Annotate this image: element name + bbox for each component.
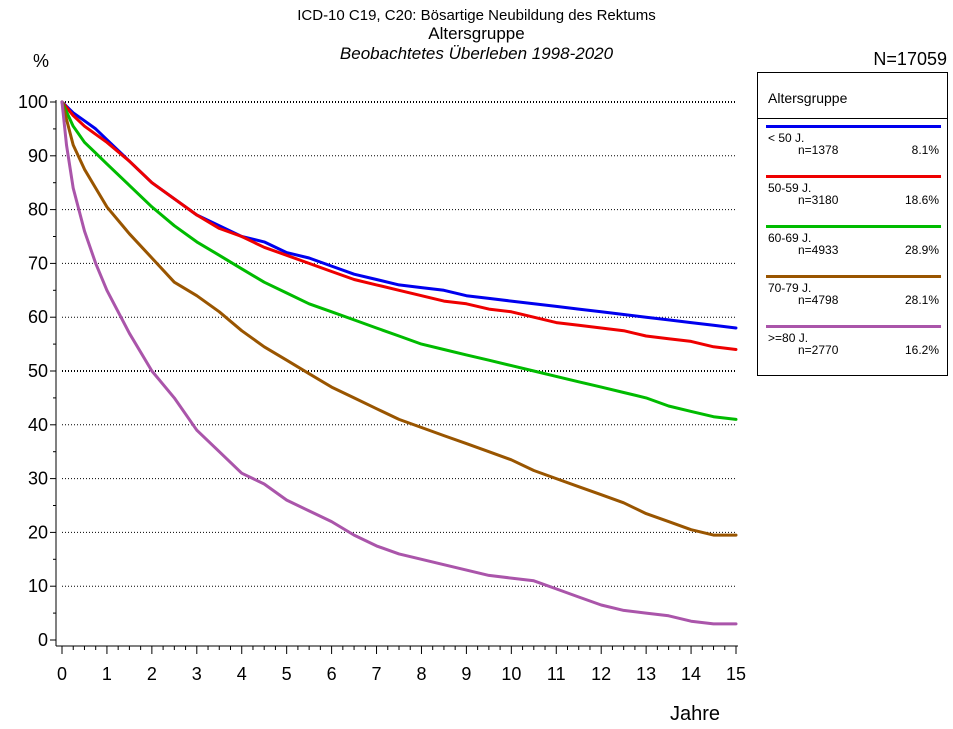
x-tick-label: 7 xyxy=(372,664,382,684)
x-tick-label: 2 xyxy=(147,664,157,684)
legend-entry-percent: 28.1% xyxy=(904,293,939,307)
legend-entry-count: n=3180 xyxy=(798,193,839,207)
legend-entry-percent: 18.6% xyxy=(904,193,939,207)
legend-entry-count: n=2770 xyxy=(798,343,839,357)
legend-swatch xyxy=(766,275,941,278)
y-tick-label: 40 xyxy=(28,415,48,435)
series-line-1 xyxy=(60,100,738,351)
y-axis-label: % xyxy=(33,51,50,71)
legend: Altersgruppe < 50 J. n=1378 8.1% 50-59 J… xyxy=(757,72,948,376)
legend-entry-percent: 8.1% xyxy=(911,143,939,157)
legend-swatch xyxy=(766,125,941,128)
x-tick-label: 5 xyxy=(282,664,292,684)
legend-entry-name: 60-69 J. xyxy=(768,231,812,245)
y-tick-label: 70 xyxy=(28,253,48,273)
x-tick-label: 4 xyxy=(237,664,247,684)
legend-entry-80-plus: >=80 J. n=2770 16.2% xyxy=(758,325,947,375)
y-tick-label: 50 xyxy=(28,361,48,381)
legend-entry-under-50: < 50 J. n=1378 8.1% xyxy=(758,125,947,175)
x-tick-label: 15 xyxy=(726,664,746,684)
legend-entry-count: n=4798 xyxy=(798,293,839,307)
x-tick-label: 3 xyxy=(192,664,202,684)
y-tick-label: 0 xyxy=(38,630,48,650)
x-tick-label: 11 xyxy=(547,664,566,684)
legend-swatch xyxy=(766,325,941,328)
x-tick-label: 1 xyxy=(102,664,112,684)
legend-entry-count: n=1378 xyxy=(798,143,839,157)
legend-entry-50-59: 50-59 J. n=3180 18.6% xyxy=(758,175,947,225)
y-tick-label: 10 xyxy=(28,576,48,596)
y-tick-label: 100 xyxy=(18,92,48,112)
legend-entry-name: >=80 J. xyxy=(768,331,809,345)
x-tick-label: 13 xyxy=(636,664,656,684)
x-tick-label: 9 xyxy=(461,664,471,684)
legend-entry-percent: 16.2% xyxy=(904,343,939,357)
series-line-2 xyxy=(60,100,738,421)
x-tick-label: 6 xyxy=(327,664,337,684)
chart-title-line1: ICD-10 C19, C20: Bösartige Neubildung de… xyxy=(297,7,656,24)
y-tick-label: 30 xyxy=(28,469,48,489)
y-tick-label: 80 xyxy=(28,200,48,220)
legend-swatch xyxy=(766,225,941,228)
legend-entry-60-69: 60-69 J. n=4933 28.9% xyxy=(758,225,947,275)
legend-title: Altersgruppe xyxy=(768,90,848,106)
x-tick-label: 14 xyxy=(681,664,701,684)
y-tick-label: 60 xyxy=(28,307,48,327)
legend-divider xyxy=(758,118,947,119)
legend-entry-name: < 50 J. xyxy=(768,131,805,145)
chart-title-line2: Altersgruppe xyxy=(428,24,525,43)
chart-subtitle: Beobachtetes Überleben 1998-2020 xyxy=(339,44,614,63)
x-tick-label: 12 xyxy=(591,664,611,684)
legend-entry-name: 70-79 J. xyxy=(768,281,812,295)
legend-entry-name: 50-59 J. xyxy=(768,181,812,195)
legend-entry-count: n=4933 xyxy=(798,243,839,257)
legend-entry-percent: 28.9% xyxy=(904,243,939,257)
legend-entry-70-79: 70-79 J. n=4798 28.1% xyxy=(758,275,947,325)
y-tick-label: 20 xyxy=(28,522,48,542)
x-tick-label: 8 xyxy=(416,664,426,684)
x-axis-label: Jahre xyxy=(670,703,721,725)
series-line-4 xyxy=(60,100,738,626)
y-tick-label: 90 xyxy=(28,146,48,166)
x-tick-label: 0 xyxy=(57,664,67,684)
legend-swatch xyxy=(766,175,941,178)
total-n-label: N=17059 xyxy=(873,49,947,69)
x-tick-label: 10 xyxy=(501,664,521,684)
series-line-3 xyxy=(60,100,738,537)
